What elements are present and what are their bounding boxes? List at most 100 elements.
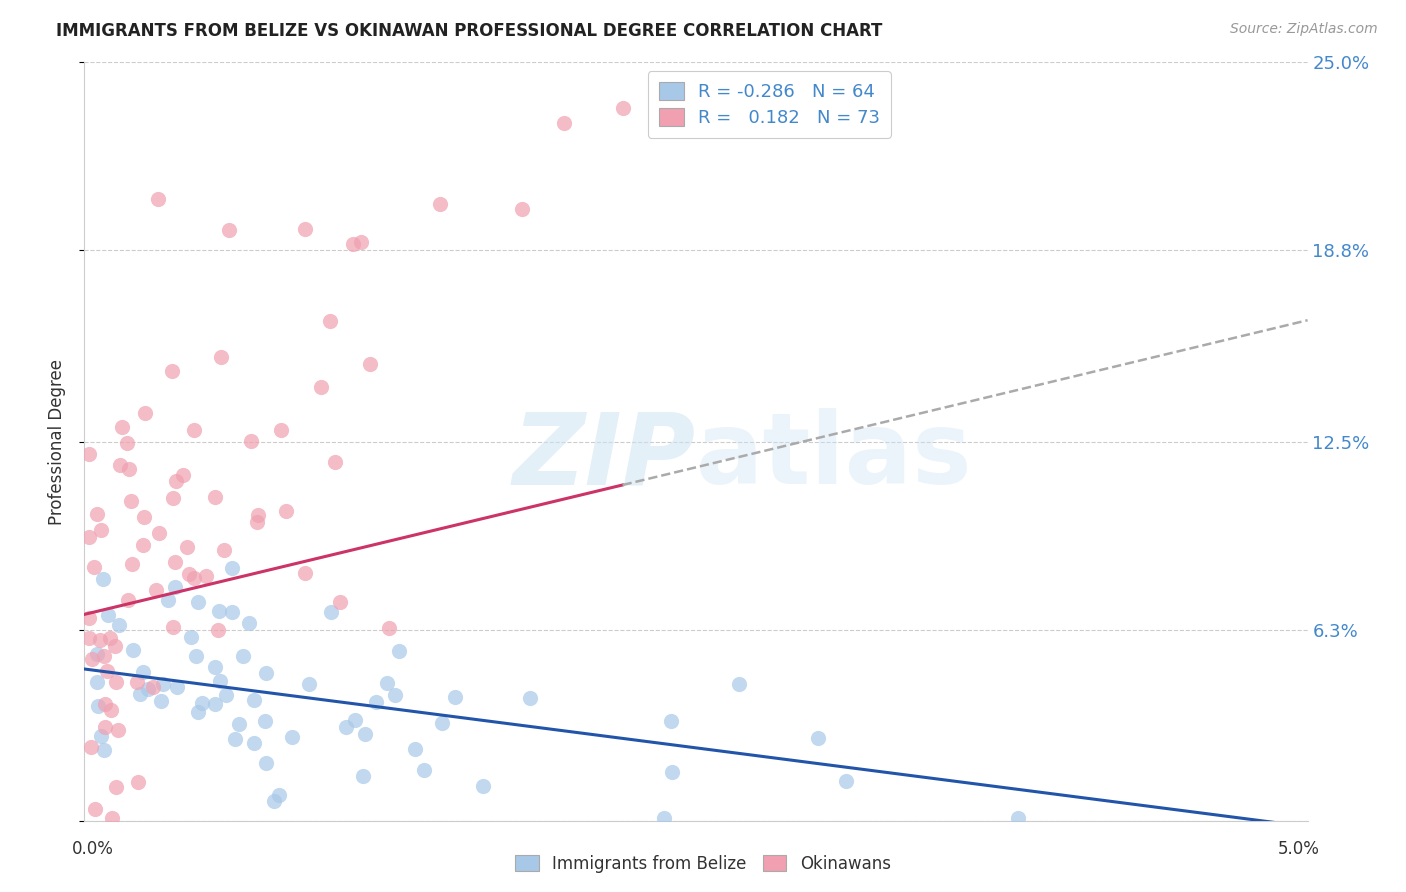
Point — [221, 606, 243, 620]
Point — [110, 458, 132, 472]
Point — [111, 419, 134, 434]
Point — [728, 677, 751, 691]
Point — [512, 202, 534, 217]
Point — [120, 494, 142, 508]
Point — [141, 680, 163, 694]
Point — [176, 541, 198, 555]
Point — [350, 235, 373, 249]
Point — [146, 192, 169, 206]
Point — [86, 507, 108, 521]
Point — [138, 681, 160, 696]
Point — [98, 632, 121, 646]
Point — [204, 660, 226, 674]
Point — [118, 462, 141, 476]
Point — [134, 509, 156, 524]
Point — [105, 675, 128, 690]
Point — [93, 697, 115, 711]
Point — [319, 314, 342, 328]
Point — [364, 695, 387, 709]
Point — [177, 566, 200, 581]
Point — [186, 705, 208, 719]
Point — [267, 788, 290, 802]
Point — [329, 595, 352, 609]
Point — [270, 423, 292, 437]
Point — [122, 642, 145, 657]
Point — [127, 675, 149, 690]
Point — [89, 632, 111, 647]
Point — [246, 516, 269, 530]
Point — [77, 447, 100, 461]
Point — [94, 720, 117, 734]
Point — [323, 455, 346, 469]
Point — [254, 756, 277, 771]
Point — [228, 717, 250, 731]
Point — [471, 779, 494, 793]
Point — [93, 743, 115, 757]
Legend: Immigrants from Belize, Okinawans: Immigrants from Belize, Okinawans — [509, 848, 897, 880]
Point — [180, 631, 202, 645]
Point — [294, 222, 316, 236]
Point — [319, 605, 342, 619]
Text: 0.0%: 0.0% — [72, 839, 114, 857]
Point — [360, 357, 382, 371]
Point — [834, 774, 856, 789]
Point — [84, 802, 107, 816]
Text: 5.0%: 5.0% — [1278, 839, 1320, 857]
Point — [190, 696, 212, 710]
Point — [294, 566, 316, 580]
Point — [443, 690, 465, 704]
Point — [352, 768, 374, 782]
Point — [281, 730, 304, 744]
Point — [1007, 811, 1029, 825]
Legend: R = -0.286   N = 64, R =   0.182   N = 73: R = -0.286 N = 64, R = 0.182 N = 73 — [648, 71, 891, 138]
Point — [145, 583, 167, 598]
Point — [247, 508, 270, 523]
Point — [243, 692, 266, 706]
Point — [101, 811, 124, 825]
Point — [83, 560, 105, 574]
Point — [612, 101, 634, 115]
Point — [429, 197, 451, 211]
Point — [187, 595, 209, 609]
Point — [163, 580, 186, 594]
Point — [343, 713, 366, 727]
Point — [163, 555, 186, 569]
Point — [184, 648, 207, 663]
Point — [207, 624, 229, 638]
Point — [162, 620, 184, 634]
Point — [298, 677, 321, 691]
Point — [388, 643, 411, 657]
Point — [152, 677, 174, 691]
Point — [519, 691, 541, 706]
Point — [96, 664, 118, 678]
Point — [77, 530, 100, 544]
Point — [404, 742, 426, 756]
Point — [214, 543, 236, 558]
Point — [86, 648, 108, 662]
Text: Source: ZipAtlas.com: Source: ZipAtlas.com — [1230, 22, 1378, 37]
Point — [384, 688, 406, 702]
Text: ZIP: ZIP — [513, 409, 696, 505]
Point — [149, 694, 172, 708]
Point — [652, 811, 675, 825]
Point — [121, 557, 143, 571]
Point — [224, 731, 246, 746]
Point — [375, 676, 398, 690]
Point — [214, 688, 236, 702]
Point — [79, 739, 101, 754]
Point — [183, 423, 205, 437]
Point — [263, 794, 285, 808]
Point — [274, 504, 297, 518]
Point — [377, 621, 399, 635]
Point — [207, 604, 229, 618]
Point — [86, 675, 108, 690]
Point — [342, 237, 364, 252]
Point — [100, 703, 122, 717]
Point — [93, 648, 115, 663]
Point — [209, 350, 232, 364]
Point — [77, 611, 100, 625]
Point — [77, 631, 100, 645]
Point — [132, 538, 155, 552]
Point — [232, 649, 254, 664]
Point — [90, 523, 112, 537]
